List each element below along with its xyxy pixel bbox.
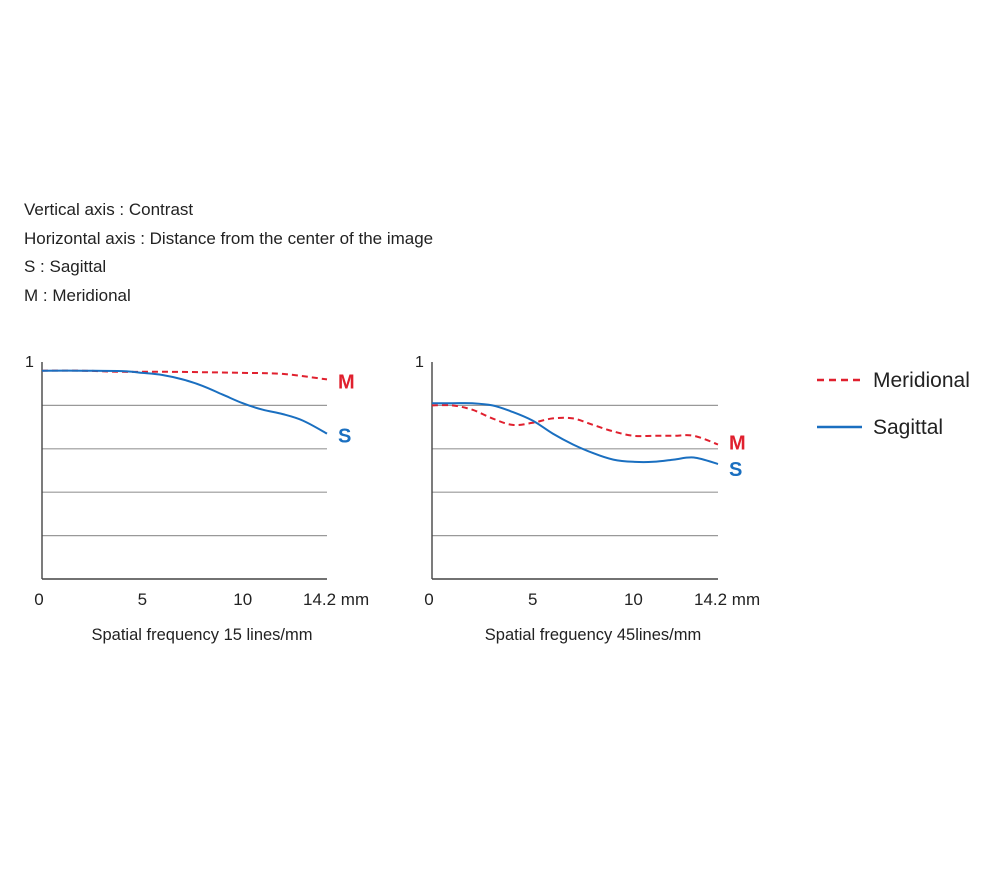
note-meridional: M : Meridional [24, 285, 131, 305]
chart-title: Spatial freguency 45lines/mm [485, 626, 701, 644]
sagittal-end-label: S [729, 459, 742, 481]
legend-sagittal-label: Sagittal [873, 416, 943, 439]
y-tick-label-1: 1 [25, 354, 34, 371]
sagittal-line [431, 402, 719, 465]
meridional-end-label: M [729, 432, 746, 454]
x-tick-label: 0 [424, 590, 433, 609]
meridional-line [41, 369, 328, 381]
notes-block: Vertical axis : Contrast Horizontal axis… [24, 196, 433, 310]
note-vertical-axis: Vertical axis : Contrast [24, 200, 194, 219]
meridional-end-label: M [338, 371, 355, 393]
note-horizontal-axis: Horizontal axis : Distance from the cent… [24, 228, 434, 248]
x-tick-label: 5 [528, 590, 537, 609]
sagittal-line [41, 369, 328, 435]
legend: Meridional Sagittal [817, 369, 970, 439]
y-tick-label-1: 1 [415, 354, 424, 371]
x-tick-label: 10 [233, 590, 252, 609]
chart-title: Spatial frequency 15 lines/mm [91, 626, 312, 644]
x-tick-label: 0 [34, 590, 43, 609]
legend-meridional-label: Meridional [873, 369, 970, 392]
x-tick-label: 10 [624, 590, 643, 609]
x-tick-label: 5 [138, 590, 147, 609]
sagittal-end-label: S [338, 426, 351, 448]
note-sagittal: S : Sagittal [24, 257, 107, 277]
x-tick-label: 14.2 mm [694, 590, 760, 609]
x-tick-label: 14.2 mm [303, 590, 369, 609]
meridional-line [431, 404, 719, 446]
